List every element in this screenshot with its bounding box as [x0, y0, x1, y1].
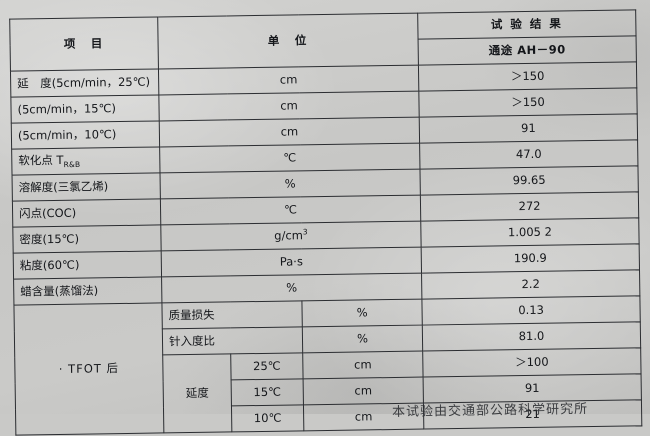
row-item-subscript: R&B — [63, 159, 81, 169]
row-item-label: 软化点 TR&B — [11, 146, 161, 176]
test-results-table: 项 目 单 位 试 验 结 果 通途 AH－90 延 度(5cm/min，25℃… — [9, 9, 643, 436]
row-item-label: 闪点(COC) — [12, 198, 161, 228]
row-result: 1.005 2 — [420, 217, 640, 248]
test-results-table-container: 项 目 单 位 试 验 结 果 通途 AH－90 延 度(5cm/min，25℃… — [9, 9, 643, 436]
row-unit: cm — [159, 117, 420, 147]
tfot-subrow-unit: % — [301, 299, 423, 327]
tfot-subrow-temp: 25℃ — [230, 352, 304, 380]
row-item-text: 软化点 T — [18, 152, 64, 168]
row-item-label: 蜡含量(蒸馏法) — [13, 276, 162, 306]
header-result-group: 试 验 结 果 — [417, 9, 637, 40]
row-unit: Pa·s — [161, 247, 422, 277]
tfot-subrow-unit: cm — [302, 351, 424, 379]
tfot-subrow-temp: 10℃ — [231, 404, 304, 432]
row-item-label: (5cm/min，15℃) — [10, 94, 160, 124]
tfot-ductility-label: 延度 — [162, 353, 232, 433]
row-unit: ℃ — [159, 143, 420, 173]
tfot-subrow-name: 质量损失 — [161, 300, 303, 329]
row-item-label: 密度(15℃) — [12, 224, 162, 254]
row-unit-text: g/cm — [274, 228, 304, 244]
tfot-subrow-unit: % — [302, 325, 423, 353]
tfot-subrow-temp: 15℃ — [231, 378, 304, 406]
row-unit: cm — [158, 65, 419, 95]
row-item-label: 粘度(60℃) — [13, 250, 162, 280]
row-unit: % — [160, 169, 421, 199]
row-result: 272 — [420, 191, 639, 222]
tfot-subrow-result: 81.0 — [422, 321, 641, 352]
row-result: ＞150 — [418, 61, 637, 92]
row-unit: % — [161, 273, 422, 303]
header-result-sub: 通途 AH－90 — [418, 35, 637, 66]
header-unit: 单 位 — [157, 13, 419, 69]
row-unit: ℃ — [160, 195, 421, 225]
row-result: 190.9 — [421, 243, 640, 274]
header-item: 项 目 — [9, 16, 159, 72]
row-item-label: 延 度(5cm/min，25℃) — [10, 68, 159, 98]
row-result: 47.0 — [419, 139, 638, 170]
row-unit: g/cm3 — [160, 221, 422, 251]
row-unit: cm — [158, 91, 420, 121]
row-item-label: (5cm/min，10℃) — [11, 120, 160, 150]
row-result: 99.65 — [419, 165, 639, 196]
tfot-subrow-result: 0.13 — [421, 295, 641, 326]
row-result: ＞150 — [418, 87, 638, 118]
tfot-group-label: · TFOT 后 — [13, 302, 164, 436]
page-caption: 本试验由交通部公路科学研究所 — [391, 401, 589, 421]
tfot-subrow-name: 针入度比 — [162, 326, 303, 355]
tfot-subrow-result: ＞100 — [422, 347, 642, 378]
row-unit-superscript: 3 — [302, 227, 308, 237]
row-result: 91 — [419, 113, 638, 144]
row-item-label: 溶解度(三氯乙烯) — [12, 172, 161, 202]
row-result: 2.2 — [421, 269, 640, 300]
